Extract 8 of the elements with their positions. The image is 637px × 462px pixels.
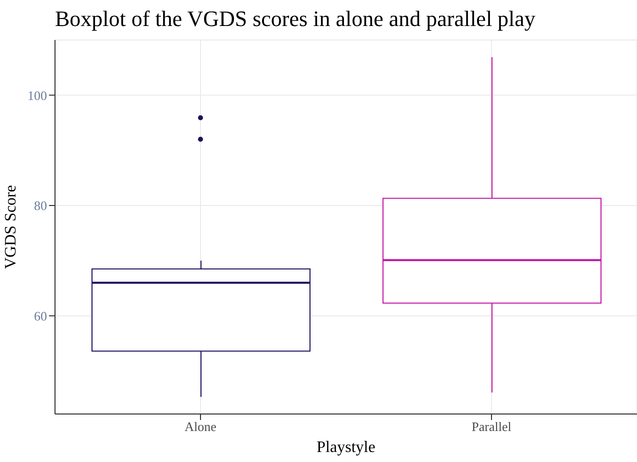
y-tick-label: 100 <box>28 88 47 103</box>
y-tick-label: 60 <box>34 308 47 324</box>
x-axis-title: Playstyle <box>316 439 376 456</box>
x-tick-label: Alone <box>184 419 217 434</box>
y-axis-title: VGDS Score <box>2 185 20 269</box>
y-tick-label: 80 <box>34 198 47 214</box>
x-tick-label: Parallel <box>472 419 512 434</box>
chart-title: Boxplot of the VGDS scores in alone and parallel play <box>55 6 536 32</box>
